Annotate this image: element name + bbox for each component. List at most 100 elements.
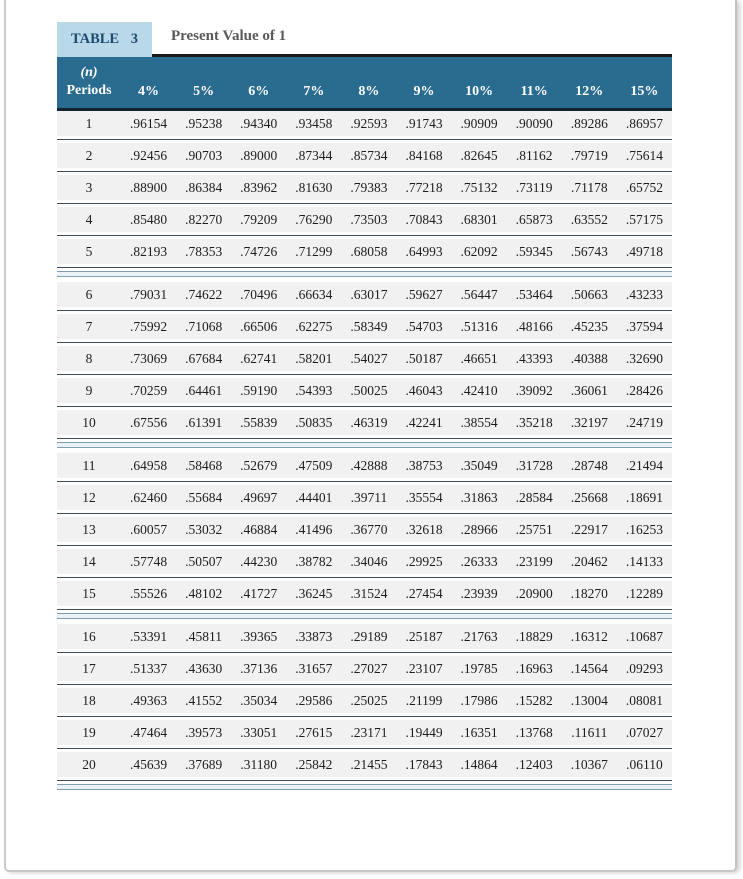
value-cell: .21494 [625,457,663,473]
value-cell: .92593 [350,115,388,131]
value-cell: .25025 [350,692,388,708]
value-cell: .75992 [129,318,168,334]
value-cell: .53391 [129,628,168,644]
value-cell: .62460 [129,489,168,505]
table-row: 19 .47464 .39573 .33051 .27615 .23171 .19449 .1… [57,720,672,746]
value-cell: .70496 [240,286,278,302]
table-row: 18 .49363 .41552 .35034 .29586 .25025 .21199 .1… [57,688,672,714]
row-divider [57,235,672,237]
value-cell: .13004 [570,692,608,708]
value-cell: .50025 [350,382,388,398]
row-divider [57,406,672,408]
value-cell: .79719 [570,147,608,163]
value-cell: .63017 [350,286,388,302]
value-cell: .61391 [185,414,223,430]
row-divider [57,171,672,173]
period-cell: 13 [82,521,96,537]
row-divider [57,267,672,269]
value-cell: .35218 [515,414,553,430]
present-value-table: TABLE 3 Present Value of 1 (n) Periods 4… [57,22,672,795]
row-divider [57,609,672,611]
value-cell: .31657 [295,660,333,676]
group-separator [57,784,672,791]
value-cell: .16963 [515,660,553,676]
value-cell: .58349 [350,318,388,334]
value-cell: .48166 [515,318,553,334]
row-divider [57,203,672,205]
value-cell: .57748 [129,553,168,569]
value-cell: .39573 [185,724,223,740]
value-cell: .07027 [625,724,663,740]
value-cell: .79031 [129,286,168,302]
value-cell: .51316 [460,318,498,334]
table-body: 1 .96154 .95238 .94340 .93458 .92593 .91743 .90… [57,111,672,791]
value-cell: .38782 [295,553,333,569]
value-cell: .21763 [460,628,498,644]
value-cell: .40388 [570,350,608,366]
value-cell: .29586 [295,692,333,708]
value-cell: .32690 [625,350,663,366]
table-row: 13 .60057 .53032 .46884 .41496 .36770 .32618 .2… [57,517,672,543]
value-cell: .41496 [295,521,333,537]
value-cell: .28584 [515,489,553,505]
value-cell: .33873 [295,628,333,644]
value-cell: .73119 [515,179,553,195]
value-cell: .82193 [129,243,168,259]
group-separator [57,613,672,620]
period-cell: 6 [85,286,93,302]
value-cell: .20900 [515,585,553,601]
value-cell: .36061 [570,382,608,398]
value-cell: .71178 [570,179,608,195]
value-cell: .25187 [405,628,443,644]
value-cell: .45235 [570,318,608,334]
periods-header-label: Periods [66,83,112,99]
value-cell: .58201 [295,350,333,366]
value-cell: .44230 [240,553,278,569]
value-cell: .59627 [405,286,443,302]
value-cell: .85734 [350,147,388,163]
value-cell: .08081 [625,692,663,708]
value-cell: .50187 [405,350,443,366]
value-cell: .14864 [460,756,498,772]
value-cell: .46651 [460,350,498,366]
periods-column-header: (n) Periods [57,64,121,100]
value-cell: .45811 [185,628,222,644]
row-divider [57,139,672,141]
value-cell: .66506 [240,318,278,334]
row-divider [57,577,672,579]
rate-column-header: 9% [413,84,435,100]
row-divider [57,716,672,718]
table-row: 14 .57748 .50507 .44230 .38782 .34046 .29925 .2… [57,549,672,575]
rate-column-header: 6% [248,84,270,100]
value-cell: .10367 [570,756,608,772]
value-cell: .79383 [350,179,388,195]
document-page: TABLE 3 Present Value of 1 (n) Periods 4… [4,0,737,872]
value-cell: .28426 [625,382,663,398]
value-cell: .90909 [460,115,498,131]
value-cell: .53032 [185,521,223,537]
period-cell: 18 [82,692,96,708]
value-cell: .41727 [240,585,278,601]
value-cell: .55839 [240,414,278,430]
value-cell: .19785 [460,660,498,676]
value-cell: .39711 [350,489,388,505]
value-cell: .64461 [185,382,223,398]
value-cell: .62741 [240,350,278,366]
value-cell: .66634 [295,286,333,302]
row-divider [57,481,672,483]
period-cell: 19 [82,724,96,740]
value-cell: .84168 [405,147,443,163]
value-cell: .47464 [129,724,168,740]
value-cell: .57175 [625,211,663,227]
value-cell: .59345 [515,243,553,259]
value-cell: .25751 [515,521,553,537]
value-cell: .47509 [295,457,333,473]
value-cell: .23171 [350,724,388,740]
value-cell: .21455 [350,756,388,772]
value-cell: .31863 [460,489,498,505]
value-cell: .12403 [515,756,553,772]
value-cell: .14564 [570,660,608,676]
table-row: 2 .92456 .90703 .89000 .87344 .85734 .84168 .82… [57,143,672,169]
value-cell: .49697 [240,489,278,505]
